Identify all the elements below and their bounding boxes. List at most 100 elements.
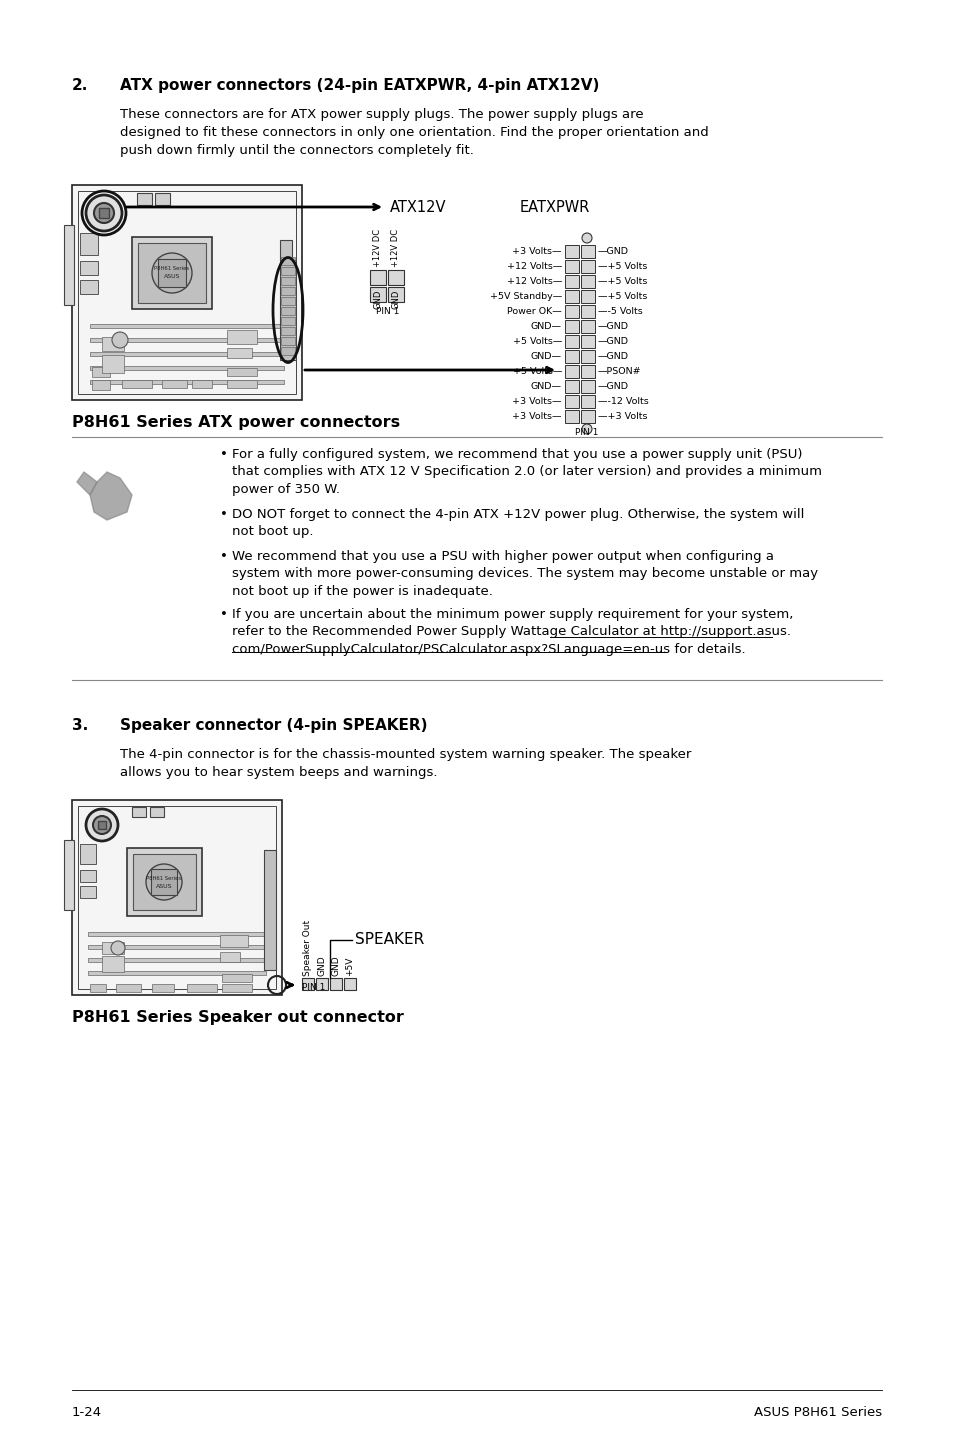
Bar xyxy=(564,349,578,362)
Circle shape xyxy=(152,253,192,293)
Polygon shape xyxy=(77,472,97,495)
Bar xyxy=(222,984,252,992)
Text: 2.: 2. xyxy=(71,78,89,93)
Bar xyxy=(90,367,284,370)
Bar xyxy=(564,380,578,393)
Bar xyxy=(388,288,403,302)
Bar xyxy=(88,945,266,949)
Bar xyxy=(71,800,282,995)
Text: ASUS: ASUS xyxy=(155,883,172,889)
Bar xyxy=(281,298,294,305)
Text: —-5 Volts: —-5 Volts xyxy=(598,306,642,316)
Bar xyxy=(281,326,294,335)
Bar xyxy=(152,984,173,992)
Text: •: • xyxy=(220,508,228,521)
Bar xyxy=(80,280,98,293)
Text: +5V Standby—: +5V Standby— xyxy=(489,292,561,301)
Text: GND: GND xyxy=(374,289,382,309)
Text: +5 Volts—: +5 Volts— xyxy=(512,367,561,375)
Text: —+5 Volts: —+5 Volts xyxy=(598,278,647,286)
Bar xyxy=(150,807,164,817)
Bar xyxy=(580,335,595,348)
Circle shape xyxy=(581,233,592,243)
Bar xyxy=(564,365,578,378)
Bar xyxy=(370,288,386,302)
Bar xyxy=(388,270,403,285)
Bar xyxy=(91,367,110,377)
Text: +5 Volts—: +5 Volts— xyxy=(512,336,561,347)
Bar xyxy=(88,971,266,975)
Bar xyxy=(280,240,292,339)
Text: •: • xyxy=(220,449,228,462)
Bar xyxy=(315,978,328,989)
Text: —+5 Volts: —+5 Volts xyxy=(598,292,647,301)
Bar xyxy=(281,306,294,315)
Text: +12V DC: +12V DC xyxy=(391,229,400,267)
Text: P8H61 Series ATX power connectors: P8H61 Series ATX power connectors xyxy=(71,416,399,430)
Bar xyxy=(116,984,141,992)
Bar xyxy=(580,260,595,273)
Text: GND—: GND— xyxy=(531,322,561,331)
Bar xyxy=(227,329,256,344)
Bar xyxy=(281,267,294,275)
Bar xyxy=(80,886,96,897)
Bar xyxy=(71,186,302,400)
Bar xyxy=(88,932,266,936)
Bar xyxy=(127,848,202,916)
Text: —GND: —GND xyxy=(598,322,628,331)
Bar xyxy=(80,870,96,881)
Bar xyxy=(344,978,355,989)
Text: DO NOT forget to connect the 4-pin ATX +12V power plug. Otherwise, the system wi: DO NOT forget to connect the 4-pin ATX +… xyxy=(232,508,803,538)
Bar xyxy=(187,984,216,992)
Bar xyxy=(564,321,578,334)
Text: ASUS: ASUS xyxy=(164,275,180,279)
Bar xyxy=(564,260,578,273)
Text: •: • xyxy=(220,608,228,621)
Text: —-12 Volts: —-12 Volts xyxy=(598,397,648,406)
Text: GND: GND xyxy=(391,289,400,309)
Bar xyxy=(580,321,595,334)
Bar xyxy=(281,278,294,285)
Text: •: • xyxy=(220,549,228,564)
Bar xyxy=(564,395,578,408)
Text: 3.: 3. xyxy=(71,718,89,733)
Bar xyxy=(564,290,578,303)
Text: For a fully configured system, we recommend that you use a power supply unit (PS: For a fully configured system, we recomm… xyxy=(232,449,821,496)
Bar xyxy=(580,349,595,362)
Bar xyxy=(132,807,146,817)
Bar xyxy=(220,952,240,962)
Bar xyxy=(102,336,124,351)
Bar xyxy=(64,840,74,910)
Text: +3 Volts—: +3 Volts— xyxy=(512,397,561,406)
Text: We recommend that you use a PSU with higher power output when configuring a
syst: We recommend that you use a PSU with hig… xyxy=(232,549,818,598)
Text: +3 Volts—: +3 Volts— xyxy=(512,247,561,256)
Bar xyxy=(78,807,275,989)
Circle shape xyxy=(94,203,113,223)
Text: GND—: GND— xyxy=(531,383,561,391)
Bar xyxy=(88,958,266,962)
Text: —GND: —GND xyxy=(598,247,628,256)
Text: GND—: GND— xyxy=(531,352,561,361)
Text: P8H61 Series: P8H61 Series xyxy=(154,266,190,272)
Text: —GND: —GND xyxy=(598,383,628,391)
Circle shape xyxy=(86,810,118,841)
Text: —+3 Volts: —+3 Volts xyxy=(598,413,647,421)
Bar xyxy=(98,821,106,828)
Bar xyxy=(122,380,152,388)
Bar xyxy=(580,365,595,378)
Bar xyxy=(264,850,275,971)
Bar xyxy=(281,316,294,325)
Bar xyxy=(580,275,595,288)
Text: Power OK—: Power OK— xyxy=(507,306,561,316)
Bar xyxy=(90,984,106,992)
Text: —GND: —GND xyxy=(598,352,628,361)
Bar xyxy=(564,410,578,423)
Bar xyxy=(132,237,212,309)
Bar xyxy=(281,347,294,355)
Text: +5V: +5V xyxy=(345,956,355,976)
Circle shape xyxy=(581,424,592,434)
Text: EATXPWR: EATXPWR xyxy=(519,200,590,214)
Bar xyxy=(158,259,186,288)
Polygon shape xyxy=(90,472,132,521)
Bar xyxy=(162,380,187,388)
